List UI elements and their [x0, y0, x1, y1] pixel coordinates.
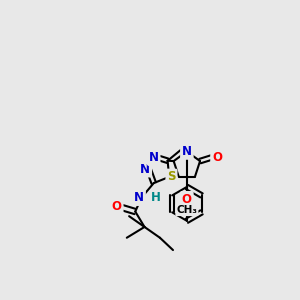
Text: N: N [140, 163, 150, 176]
Text: N: N [182, 145, 192, 158]
Text: O: O [112, 200, 122, 213]
Text: N: N [149, 151, 159, 164]
Text: CH₃: CH₃ [176, 205, 197, 215]
Text: S: S [167, 170, 176, 183]
Text: O: O [182, 193, 192, 206]
Text: N: N [134, 191, 144, 204]
Text: O: O [212, 151, 222, 164]
Text: H: H [151, 191, 161, 204]
